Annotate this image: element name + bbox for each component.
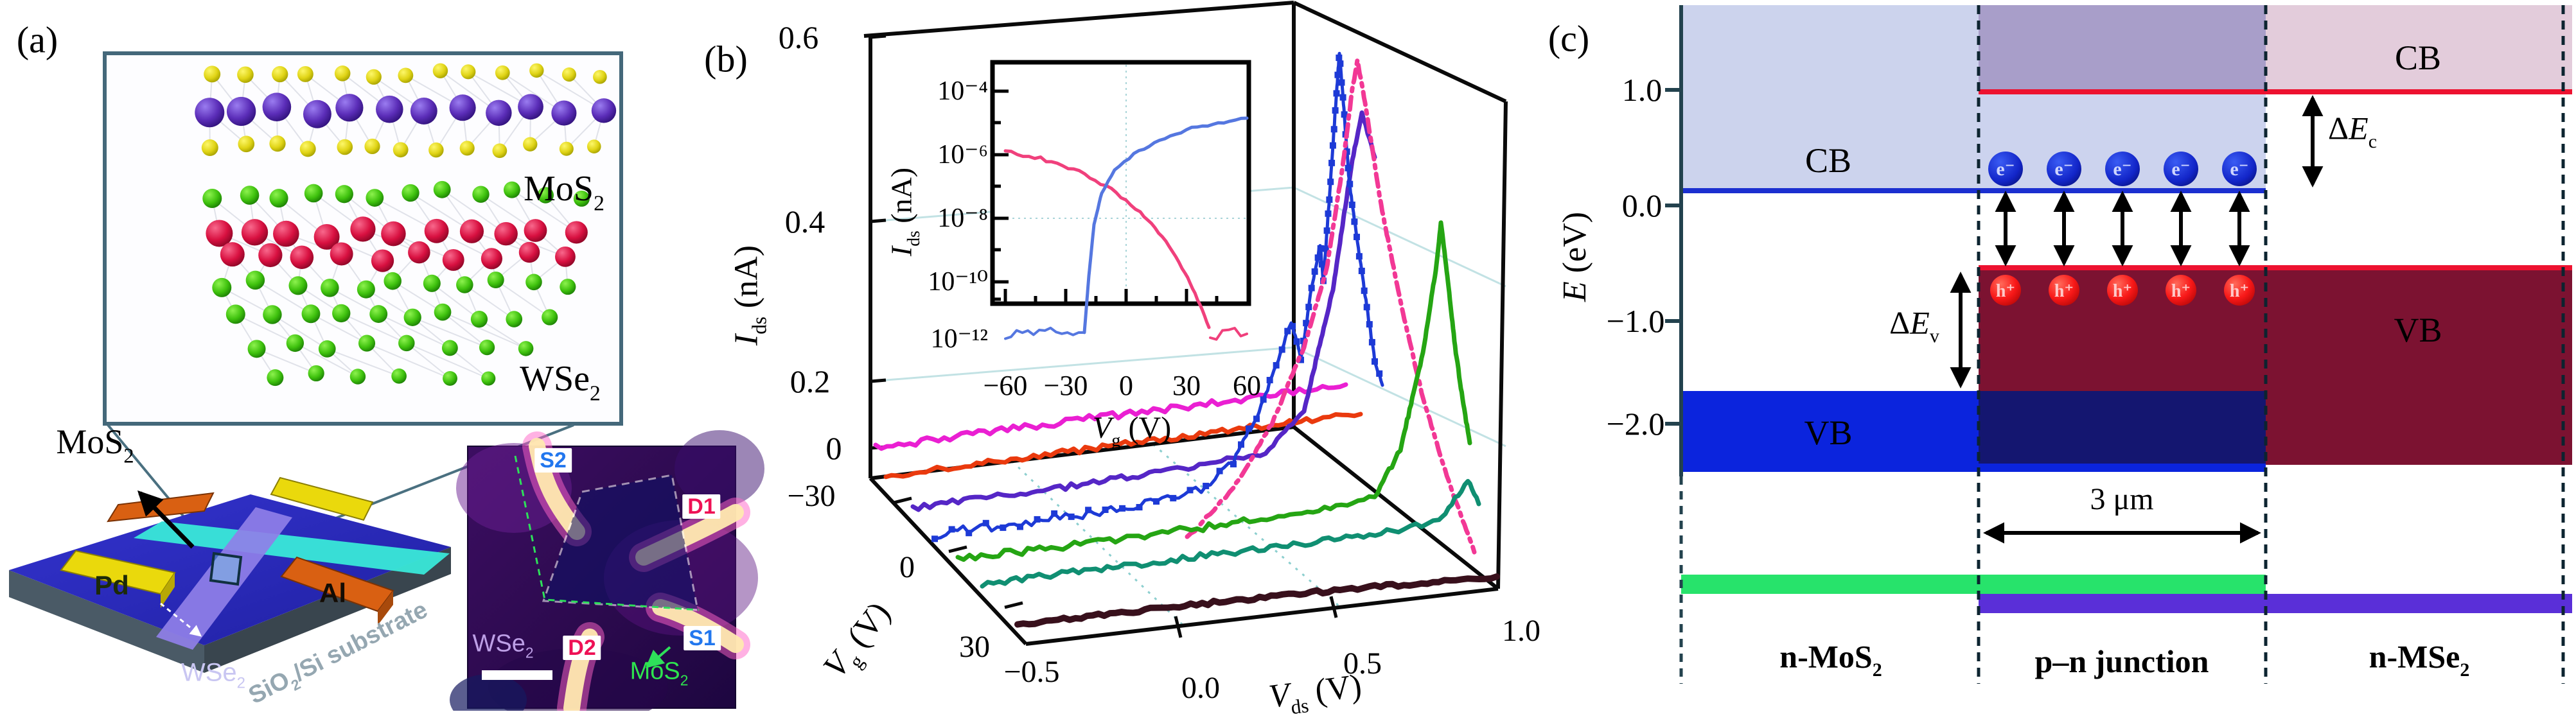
electrode-top-right-pd	[270, 476, 374, 521]
inset-frame	[990, 60, 1251, 306]
electron-particle	[2222, 152, 2257, 186]
electron-particle	[2105, 152, 2140, 186]
hole-particle	[2049, 275, 2079, 306]
hole-label: h⁺	[2230, 281, 2249, 301]
mos2-ribbon	[134, 521, 450, 575]
inset-curves	[1003, 116, 1249, 341]
panel-b-3d-plot	[863, 1, 1508, 646]
electron-label: e⁻	[2171, 159, 2190, 180]
hole-particle	[1990, 275, 2021, 306]
vg-axis-line	[869, 476, 1028, 646]
electron-particle	[2047, 152, 2081, 186]
hole-label: h⁺	[2113, 281, 2132, 301]
inset-ticks	[992, 89, 1219, 304]
device-schematic	[9, 476, 451, 673]
mos2-optical-arrow	[645, 646, 671, 668]
inset-transfer-plot	[990, 60, 1251, 341]
junction-vb-overlap-fill	[1979, 391, 2266, 464]
violet-contact-bar	[1979, 594, 2572, 613]
hole-particle	[2107, 275, 2138, 306]
green-contact-bar	[1681, 575, 2266, 594]
junction-cb-overlap-fill	[1979, 5, 2266, 92]
waterfall-curves	[873, 51, 1500, 628]
junction-vb-mos2-sliver	[1979, 464, 2266, 472]
hole-label: h⁺	[2171, 281, 2191, 301]
floor-gridlines	[1010, 443, 1341, 627]
mos2-pointer-arrow	[137, 490, 195, 549]
electron-label: e⁻	[2113, 159, 2131, 180]
electron-particle	[2164, 152, 2198, 186]
electron-particle	[1988, 152, 2023, 186]
panel-a-crystal-and-device	[9, 51, 764, 711]
hole-label: h⁺	[2054, 281, 2074, 301]
vds-axis-line	[1025, 587, 1499, 646]
mos2-cb-fill	[1681, 5, 1979, 191]
hole-particle	[2166, 275, 2196, 306]
wse2-vb-fill	[2266, 270, 2572, 465]
mos2-vb-band	[1681, 391, 1979, 472]
wse2-ribbon	[156, 507, 292, 650]
electron-label: e⁻	[2230, 159, 2248, 180]
scale-bar	[482, 670, 552, 680]
panel-c-band-diagram: e⁻ h⁺ e⁻ h⁺ e⁻ h⁺ e⁻ h⁺ e⁻ h⁺	[1665, 5, 2572, 684]
zoom-target-square	[209, 552, 243, 586]
hole-particle	[2224, 275, 2255, 306]
wse2-flake-outline	[542, 474, 699, 611]
electron-label: e⁻	[1996, 159, 2015, 180]
carriers: e⁻ h⁺ e⁻ h⁺ e⁻ h⁺ e⁻ h⁺ e⁻ h⁺	[1988, 152, 2257, 306]
optical-microscope-image	[450, 430, 764, 711]
hole-label: h⁺	[1996, 281, 2015, 301]
region-separators	[1977, 5, 2565, 684]
energy-axis-ticks	[1665, 88, 1681, 426]
electrode-al-side	[378, 591, 393, 625]
wse2-cb-fill	[2266, 5, 2572, 92]
wse2-pointer-arrow	[160, 602, 202, 637]
electrode-pd-side	[161, 573, 175, 608]
substrate-side-right	[204, 547, 451, 673]
substrate-side-left	[9, 570, 204, 673]
mos2-flake-outline	[514, 455, 700, 611]
crystal-atom-lattice	[195, 63, 617, 387]
electron-label: e⁻	[2054, 159, 2073, 180]
